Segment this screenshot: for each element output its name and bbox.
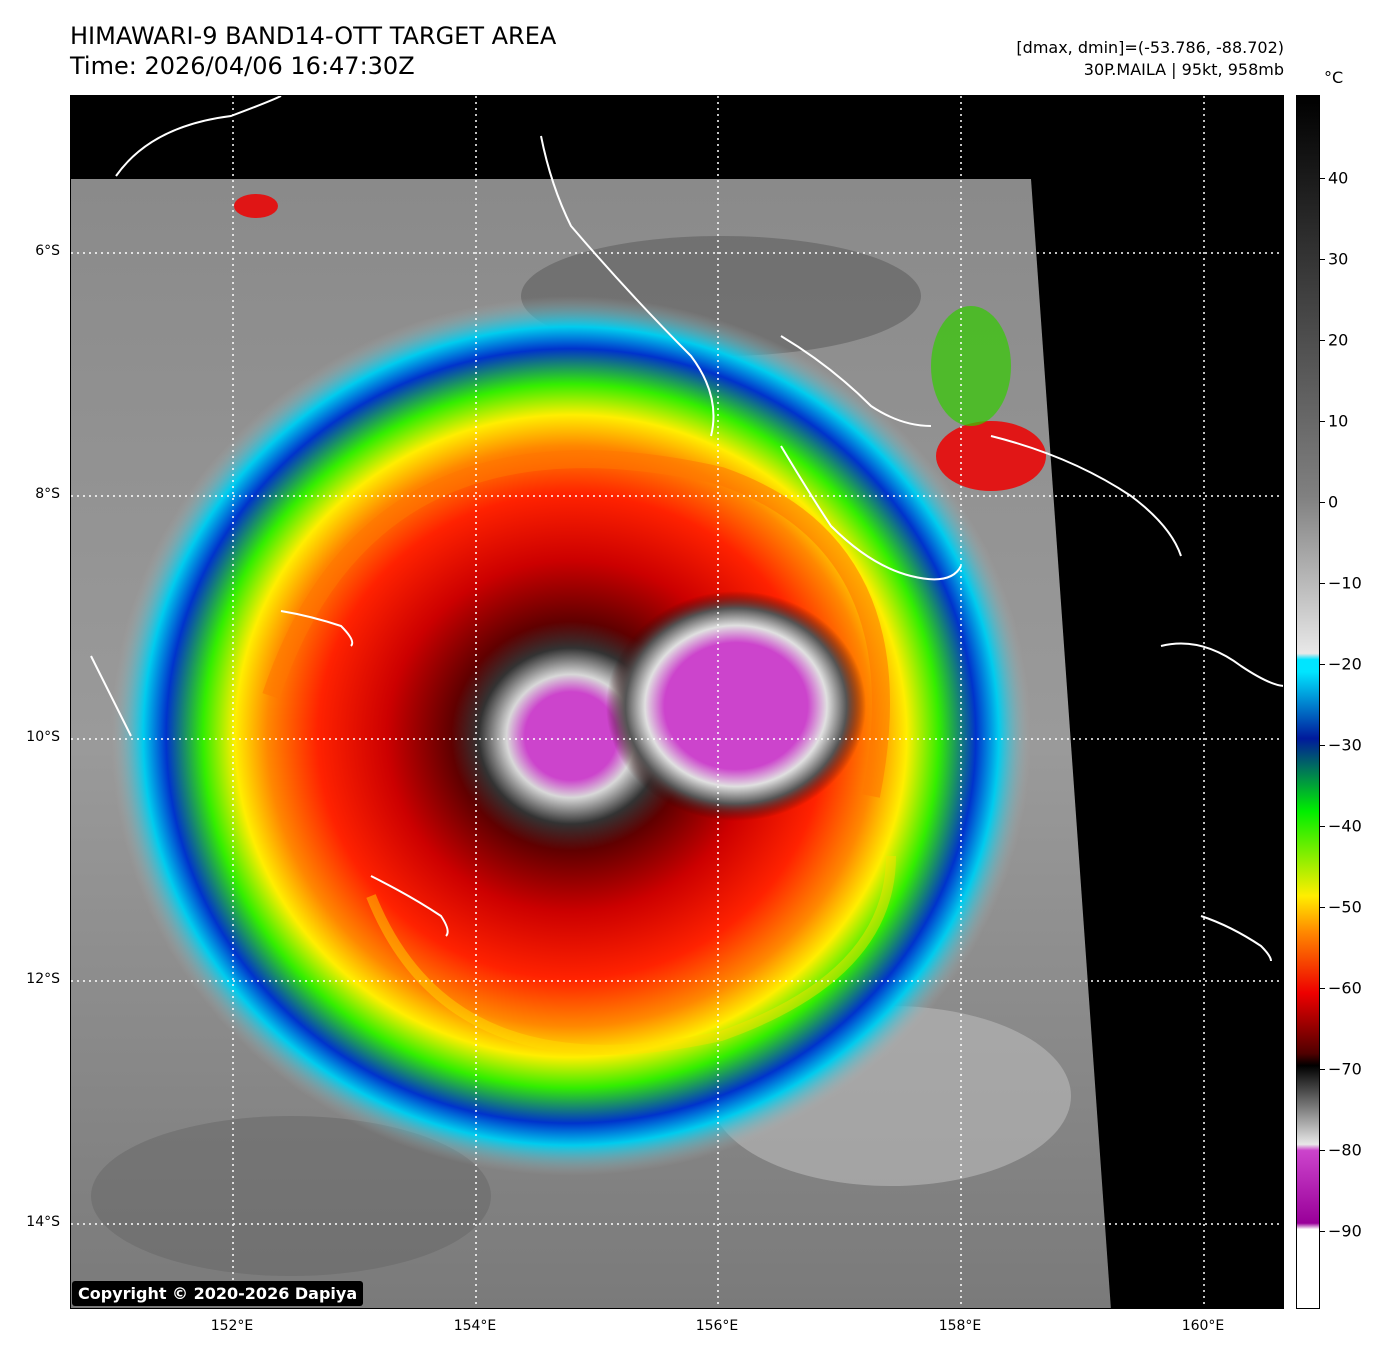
colorbar-tick <box>1320 1231 1325 1232</box>
colorbar-tick-label: −20 <box>1328 654 1362 674</box>
colorbar-tick <box>1320 502 1325 503</box>
colorbar-tick <box>1320 745 1325 746</box>
lon-label-152e: 152°E <box>210 1318 254 1334</box>
colorbar-tick <box>1320 664 1325 665</box>
colorbar-tick <box>1320 907 1325 908</box>
lat-label-8s: 8°S <box>35 486 60 502</box>
lon-label-158e: 158°E <box>938 1318 982 1334</box>
colorbar-tick-label: 20 <box>1328 330 1349 350</box>
lon-label-156e: 156°E <box>695 1318 739 1334</box>
satellite-map <box>70 95 1284 1309</box>
lon-label-160e: 160°E <box>1181 1318 1225 1334</box>
lat-label-12s: 12°S <box>26 971 60 987</box>
lat-label-10s: 10°S <box>26 729 60 745</box>
colorbar-tick-label: 40 <box>1328 168 1349 188</box>
colorbar-tick-label: −50 <box>1328 897 1362 917</box>
colorbar-tick-label: −80 <box>1328 1140 1362 1160</box>
colorbar-tick-label: −10 <box>1328 573 1362 593</box>
colorbar-tick <box>1320 1150 1325 1151</box>
colorbar <box>1296 95 1320 1309</box>
data-range: [dmax, dmin]=(-53.786, -88.702) <box>1016 38 1284 57</box>
colorbar-tick-label: 10 <box>1328 411 1349 431</box>
colorbar-tick <box>1320 340 1325 341</box>
colorbar-tick <box>1320 988 1325 989</box>
colorbar-tick-label: −40 <box>1328 816 1362 836</box>
colorbar-tick-label: 30 <box>1328 249 1349 269</box>
timestamp: Time: 2026/04/06 16:47:30Z <box>70 52 415 80</box>
colorbar-tick <box>1320 583 1325 584</box>
colorbar-tick <box>1320 259 1325 260</box>
colorbar-tick <box>1320 421 1325 422</box>
colorbar-tick-label: 0 <box>1328 492 1339 512</box>
colorbar-tick-label: −90 <box>1328 1221 1362 1241</box>
colorbar-unit: °C <box>1324 68 1344 87</box>
lat-label-14s: 14°S <box>26 1214 60 1230</box>
colorbar-tick-label: −30 <box>1328 735 1362 755</box>
satellite-image <box>71 96 1283 1308</box>
lon-label-154e: 154°E <box>453 1318 497 1334</box>
colorbar-tick <box>1320 178 1325 179</box>
colorbar-tick <box>1320 826 1325 827</box>
copyright-notice: Copyright © 2020-2026 Dapiya <box>72 1281 364 1306</box>
colorbar-tick-label: −60 <box>1328 978 1362 998</box>
storm-info: 30P.MAILA | 95kt, 958mb <box>1083 60 1284 79</box>
chart-title: HIMAWARI-9 BAND14-OTT TARGET AREA <box>70 22 557 50</box>
colorbar-tick-label: −70 <box>1328 1059 1362 1079</box>
lat-label-6s: 6°S <box>35 243 60 259</box>
colorbar-tick <box>1320 1069 1325 1070</box>
